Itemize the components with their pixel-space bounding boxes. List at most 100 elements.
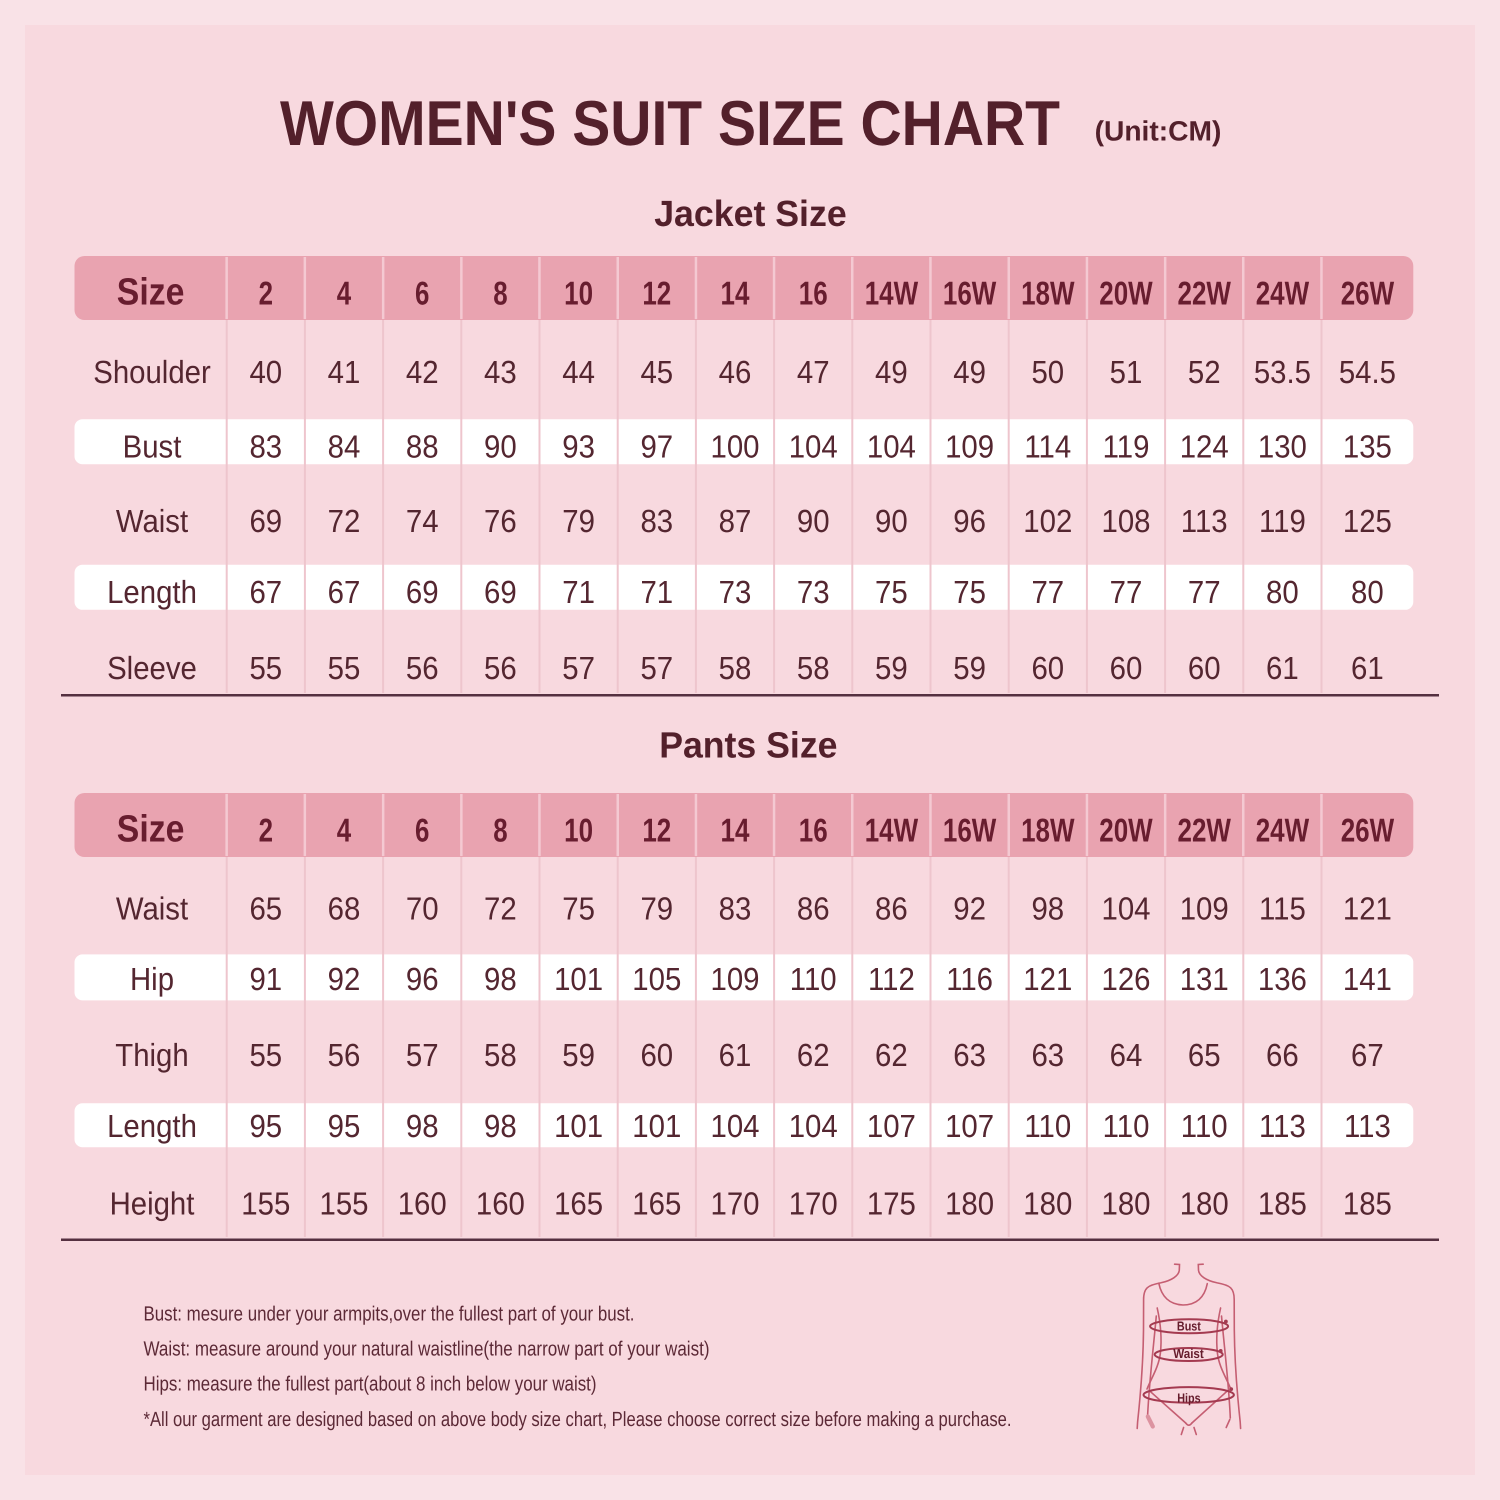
svg-text:Waist: Waist (116, 503, 188, 539)
svg-text:104: 104 (1102, 890, 1151, 926)
svg-text:80: 80 (1266, 574, 1299, 610)
svg-text:115: 115 (1259, 890, 1306, 926)
svg-text:86: 86 (797, 890, 830, 926)
svg-text:87: 87 (719, 503, 752, 539)
svg-text:67: 67 (249, 574, 282, 610)
svg-text:98: 98 (484, 1108, 517, 1144)
svg-text:180: 180 (1180, 1185, 1229, 1221)
svg-text:130: 130 (1258, 429, 1307, 465)
svg-text:Waist: Waist (116, 890, 188, 926)
svg-text:67: 67 (328, 574, 361, 610)
svg-text:53.5: 53.5 (1254, 354, 1311, 390)
svg-text:109: 109 (711, 961, 760, 997)
svg-text:18W: 18W (1021, 812, 1075, 849)
svg-text:113: 113 (1259, 1108, 1306, 1144)
svg-text:10: 10 (564, 275, 593, 312)
svg-text:97: 97 (640, 429, 673, 465)
svg-text:6: 6 (415, 275, 429, 312)
svg-text:41: 41 (328, 354, 361, 390)
svg-text:WOMEN'S SUIT SIZE CHART: WOMEN'S SUIT SIZE CHART (280, 89, 1060, 159)
svg-text:67: 67 (1351, 1037, 1384, 1073)
svg-text:107: 107 (945, 1108, 994, 1144)
svg-text:22W: 22W (1178, 275, 1232, 312)
svg-text:83: 83 (719, 890, 752, 926)
svg-text:107: 107 (867, 1108, 916, 1144)
svg-text:2: 2 (259, 812, 273, 849)
svg-text:12: 12 (642, 275, 671, 312)
svg-text:108: 108 (1102, 503, 1151, 539)
svg-text:92: 92 (328, 961, 361, 997)
svg-text:40: 40 (249, 354, 282, 390)
svg-text:100: 100 (711, 429, 760, 465)
svg-text:58: 58 (797, 650, 830, 686)
svg-text:55: 55 (328, 650, 361, 686)
svg-text:121: 121 (1343, 890, 1392, 926)
svg-text:4: 4 (337, 275, 352, 312)
svg-text:(Unit:CM): (Unit:CM) (1095, 116, 1222, 147)
svg-text:119: 119 (1259, 503, 1306, 539)
svg-text:95: 95 (249, 1108, 282, 1144)
svg-text:101: 101 (632, 1108, 681, 1144)
svg-text:Shoulder: Shoulder (93, 354, 211, 390)
svg-text:10: 10 (564, 812, 593, 849)
svg-text:104: 104 (789, 429, 838, 465)
svg-text:83: 83 (249, 429, 282, 465)
svg-text:126: 126 (1102, 961, 1151, 997)
svg-text:84: 84 (328, 429, 361, 465)
svg-text:24W: 24W (1256, 275, 1310, 312)
svg-text:96: 96 (953, 503, 986, 539)
svg-text:104: 104 (711, 1108, 760, 1144)
svg-text:8: 8 (493, 275, 507, 312)
svg-text:Bust: mesure under your armpit: Bust: mesure under your armpits,over the… (144, 1302, 635, 1325)
svg-text:90: 90 (484, 429, 517, 465)
svg-text:*All our garment are designed: *All our garment are designed based on a… (144, 1408, 1012, 1431)
svg-text:61: 61 (1351, 650, 1384, 686)
svg-text:24W: 24W (1256, 812, 1310, 849)
svg-text:50: 50 (1031, 354, 1064, 390)
svg-text:75: 75 (953, 574, 986, 610)
svg-text:Pants Size: Pants Size (659, 725, 837, 766)
svg-text:185: 185 (1343, 1185, 1392, 1221)
svg-text:165: 165 (632, 1185, 681, 1221)
svg-text:102: 102 (1023, 503, 1072, 539)
svg-text:131: 131 (1180, 961, 1229, 997)
svg-text:101: 101 (554, 1108, 603, 1144)
svg-text:59: 59 (875, 650, 908, 686)
svg-text:112: 112 (868, 961, 915, 997)
svg-text:98: 98 (484, 961, 517, 997)
svg-text:12: 12 (642, 812, 671, 849)
svg-text:69: 69 (406, 574, 439, 610)
svg-text:56: 56 (406, 650, 439, 686)
svg-text:59: 59 (953, 650, 986, 686)
svg-text:91: 91 (249, 961, 282, 997)
svg-text:57: 57 (406, 1037, 439, 1073)
svg-text:66: 66 (1266, 1037, 1299, 1073)
svg-text:98: 98 (406, 1108, 439, 1144)
svg-text:69: 69 (484, 574, 517, 610)
svg-text:155: 155 (320, 1185, 369, 1221)
svg-text:155: 155 (241, 1185, 290, 1221)
svg-text:75: 75 (562, 890, 595, 926)
svg-text:70: 70 (406, 890, 439, 926)
svg-text:73: 73 (797, 574, 830, 610)
svg-text:55: 55 (249, 1037, 282, 1073)
svg-text:43: 43 (484, 354, 517, 390)
svg-text:Size: Size (117, 809, 185, 851)
svg-text:125: 125 (1343, 503, 1392, 539)
svg-text:180: 180 (1102, 1185, 1151, 1221)
svg-text:51: 51 (1110, 354, 1143, 390)
svg-text:74: 74 (406, 503, 439, 539)
svg-text:104: 104 (867, 429, 916, 465)
svg-text:4: 4 (337, 812, 352, 849)
svg-text:60: 60 (640, 1037, 673, 1073)
svg-text:141: 141 (1343, 961, 1392, 997)
svg-text:68: 68 (328, 890, 361, 926)
svg-text:6: 6 (415, 812, 429, 849)
svg-text:Length: Length (107, 574, 197, 610)
svg-text:57: 57 (640, 650, 673, 686)
svg-text:52: 52 (1188, 354, 1221, 390)
svg-text:73: 73 (719, 574, 752, 610)
svg-text:63: 63 (953, 1037, 986, 1073)
svg-text:110: 110 (1103, 1108, 1150, 1144)
svg-text:113: 113 (1181, 503, 1228, 539)
